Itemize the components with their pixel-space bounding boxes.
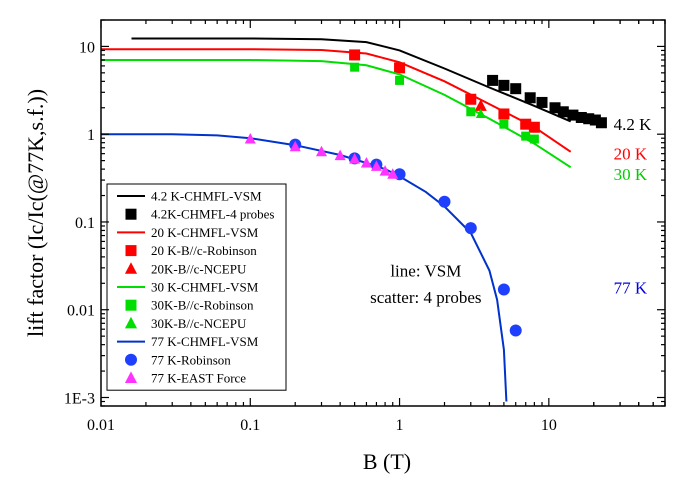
data-point-4-2k-chmfl-4-probes <box>524 92 536 104</box>
y-axis-title: lift factor (Ic/Ic(@77K,s.f.)) <box>23 89 48 337</box>
legend-label: 77 K-CHMFL-VSM <box>151 334 259 349</box>
data-point-30k-b-c-robinson <box>466 107 476 117</box>
y-tick-label: 0.1 <box>75 215 95 232</box>
x-axis-title: B (T) <box>363 449 411 474</box>
legend-marker-swatch <box>124 262 138 274</box>
legend-label: 77 K-Robinson <box>151 352 231 367</box>
x-tick-label: 0.01 <box>87 417 115 434</box>
annotation-77-k: 77 K <box>614 278 648 297</box>
data-point-20-k-b-c-robinson <box>528 121 540 133</box>
legend-marker-swatch <box>125 299 137 311</box>
data-point-30k-b-c-robinson <box>521 131 531 141</box>
legend-label: 30K-B//c-Robinson <box>151 298 254 313</box>
data-point-4-2k-chmfl-4-probes <box>567 109 579 121</box>
plot-frame <box>100 19 666 407</box>
legend-label: 20 K-B//c-Robinson <box>151 243 257 258</box>
data-point-30k-b-c-robinson <box>350 62 360 72</box>
data-point-20-k-b-c-robinson <box>520 118 532 130</box>
series-line-30-k-chmfl-vsm <box>101 59 572 169</box>
y-tick-label: 0.01 <box>67 303 95 320</box>
legend-label: 30 K-CHMFL-VSM <box>151 280 259 295</box>
legend-marker-swatch <box>125 208 137 220</box>
data-point-4-2k-chmfl-4-probes <box>487 74 499 86</box>
data-point-77-k-east-force <box>316 145 328 157</box>
data-point-77-k-robinson <box>497 283 510 296</box>
legend-label: 4.2 K-CHMFL-VSM <box>151 189 262 204</box>
data-point-20k-b-c-ncepu <box>474 99 487 111</box>
data-point-4-2k-chmfl-4-probes <box>589 114 601 126</box>
data-point-4-2k-chmfl-4-probes <box>595 117 607 129</box>
data-point-4-2k-chmfl-4-probes <box>575 111 587 123</box>
legend-label: 4.2K-CHMFL-4 probes <box>151 207 275 222</box>
y-tick-label: 1 <box>87 127 95 144</box>
plot-marks <box>101 37 607 402</box>
data-point-77-k-east-force <box>370 160 382 171</box>
annotation-line-vsm: line: VSM <box>390 261 461 280</box>
y-tick-label: 10 <box>79 39 95 56</box>
data-point-77-k-east-force <box>334 149 346 161</box>
data-point-4-2k-chmfl-4-probes <box>549 102 561 114</box>
x-tick-label: 10 <box>541 417 557 434</box>
data-point-20-k-b-c-robinson <box>394 62 406 74</box>
data-point-77-k-robinson <box>464 222 477 235</box>
data-point-4-2k-chmfl-4-probes <box>498 79 510 91</box>
legend: 4.2 K-CHMFL-VSM 4.2K-CHMFL-4 probes 20 K-C… <box>106 183 287 391</box>
data-point-77-k-east-force <box>289 140 301 152</box>
legend-marker-swatch <box>125 353 137 366</box>
data-point-77-k-east-force <box>349 153 361 164</box>
series-line-4-2-k-chmfl-vsm <box>131 37 572 123</box>
annotation-20-k: 20 K <box>614 145 648 164</box>
legend-marker-swatch <box>124 316 138 329</box>
data-point-77-k-east-force <box>379 165 391 176</box>
data-point-20-k-b-c-robinson <box>349 49 361 61</box>
data-point-20-k-b-c-robinson <box>465 93 477 105</box>
x-tick-label: 0.1 <box>240 417 260 434</box>
y-tick-label: 1E-3 <box>64 390 95 407</box>
legend-marker-swatch <box>125 245 137 257</box>
annotation-30-k: 30 K <box>614 165 648 184</box>
legend-label: 77 K-EAST Force <box>151 371 246 386</box>
data-point-30k-b-c-ncepu <box>475 108 486 119</box>
data-point-77-k-robinson <box>509 324 522 337</box>
data-point-30k-b-c-robinson <box>529 134 539 144</box>
data-point-77-k-east-force <box>360 156 372 168</box>
data-point-77-k-east-force <box>244 133 256 144</box>
data-point-4-2k-chmfl-4-probes <box>583 113 595 125</box>
annotation-scatter-4-probes: scatter: 4 probes <box>370 288 481 307</box>
legend-marker-swatch <box>124 371 138 383</box>
axes: 0.01 0.1 1 10 1E-3 0.01 0.1 1 10 B (T) lift factor… <box>23 19 666 474</box>
annotation-4-2-k: 4.2 K <box>614 115 653 134</box>
data-point-77-k-robinson <box>438 195 451 208</box>
data-point-30k-b-c-robinson <box>395 75 405 85</box>
data-point-20-k-b-c-robinson <box>498 108 510 120</box>
series-line-20-k-chmfl-vsm <box>101 48 572 153</box>
data-point-4-2k-chmfl-4-probes <box>510 83 522 95</box>
x-tick-label: 1 <box>396 417 404 434</box>
legend-label: 20K-B//c-NCEPU <box>151 261 247 276</box>
data-point-4-2k-chmfl-4-probes <box>557 106 569 118</box>
annotations: 4.2 K 20 K30 K 77 K line: VSM scatter: 4 pro… <box>370 115 652 307</box>
legend-label: 30K-B//c-NCEPU <box>151 316 247 331</box>
data-point-77-k-east-force <box>387 168 399 179</box>
legend-label: 20 K-CHMFL-VSM <box>151 225 259 240</box>
data-point-30k-b-c-robinson <box>499 119 509 129</box>
data-point-4-2k-chmfl-4-probes <box>536 96 548 108</box>
